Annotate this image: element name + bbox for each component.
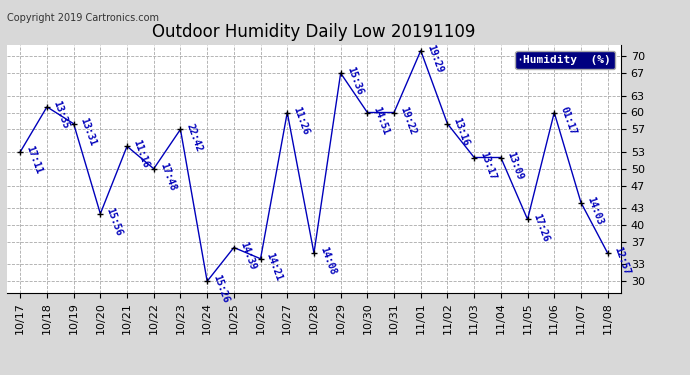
Text: 13:17: 13:17 (478, 150, 497, 181)
Text: 12:57: 12:57 (612, 246, 631, 276)
Text: 22:42: 22:42 (185, 122, 204, 153)
Text: 01:17: 01:17 (558, 105, 578, 136)
Text: 14:39: 14:39 (238, 240, 257, 271)
Text: 14:08: 14:08 (318, 246, 337, 276)
Text: 14:51: 14:51 (371, 105, 391, 136)
Text: 11:26: 11:26 (291, 105, 311, 136)
Text: Copyright 2019 Cartronics.com: Copyright 2019 Cartronics.com (7, 13, 159, 23)
Text: 13:31: 13:31 (78, 116, 97, 147)
Text: 14:03: 14:03 (585, 195, 604, 226)
Text: 17:48: 17:48 (158, 161, 177, 192)
Text: 15:36: 15:36 (345, 66, 364, 96)
Text: 19:22: 19:22 (398, 105, 417, 136)
Text: 13:35: 13:35 (51, 99, 70, 130)
Text: 15:26: 15:26 (211, 274, 230, 304)
Text: 17:26: 17:26 (532, 212, 551, 243)
Text: 14:21: 14:21 (265, 251, 284, 282)
Legend: Humidity  (%): Humidity (%) (515, 51, 615, 69)
Text: 13:09: 13:09 (505, 150, 524, 181)
Text: 13:16: 13:16 (452, 116, 471, 147)
Text: 11:16: 11:16 (131, 139, 150, 170)
Title: Outdoor Humidity Daily Low 20191109: Outdoor Humidity Daily Low 20191109 (152, 22, 475, 40)
Text: 19:29: 19:29 (425, 43, 444, 74)
Text: 15:56: 15:56 (104, 206, 124, 237)
Text: 17:11: 17:11 (24, 144, 44, 175)
